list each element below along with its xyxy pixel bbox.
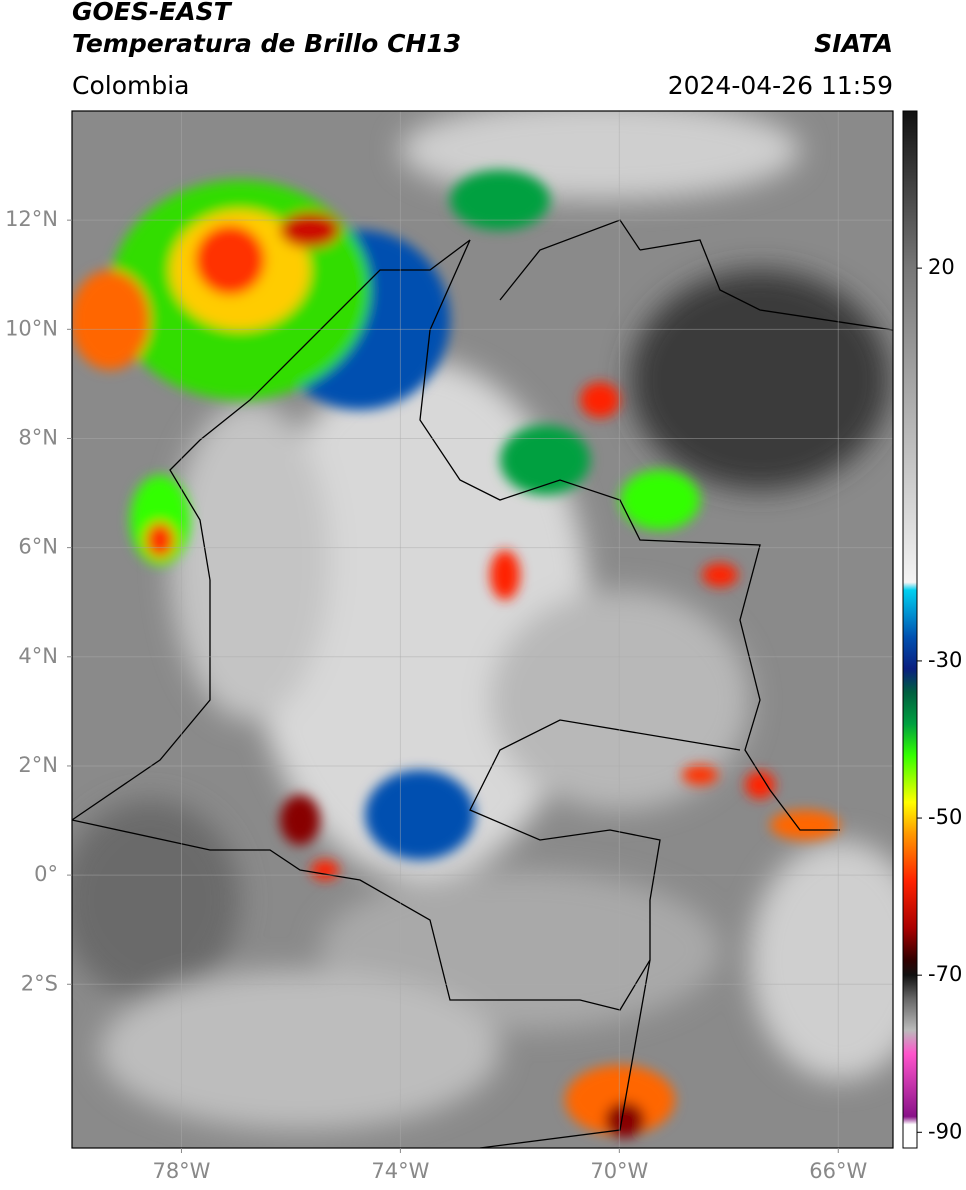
y-tick-label: 4°N (18, 644, 58, 668)
timestamp-label: 2024-04-26 11:59 (668, 71, 893, 100)
y-tick-label: 8°N (18, 425, 58, 449)
y-tick-label: 2°S (21, 971, 58, 995)
source-label: SIATA (814, 29, 893, 58)
map-image (72, 111, 893, 1148)
graticule (72, 111, 893, 1148)
colorbar-tick-label: 20 (928, 255, 955, 279)
satellite-title: GOES-EAST (72, 0, 233, 26)
x-tick-label: 66°W (809, 1159, 867, 1183)
product-title: Temperatura de Brillo CH13 (72, 29, 461, 58)
colorbar (902, 110, 918, 1149)
x-tick-label: 78°W (152, 1159, 210, 1183)
colorbar-tick-label: -30 (928, 648, 962, 672)
y-tick-label: 10°N (5, 316, 58, 340)
y-tick-label: 12°N (5, 207, 58, 231)
x-tick-label: 70°W (590, 1159, 648, 1183)
colorbar-tick-label: -90 (928, 1119, 962, 1143)
y-tick-label: 6°N (18, 535, 58, 559)
country-borders (72, 219, 893, 1148)
colorbar-tick-label: -70 (928, 962, 962, 986)
x-tick-label: 74°W (371, 1159, 429, 1183)
colorbar-tick-label: -50 (928, 805, 962, 829)
region-label: Colombia (72, 71, 189, 100)
map-frame (71, 110, 894, 1149)
y-tick-label: 0° (34, 862, 58, 886)
y-tick-label: 2°N (18, 753, 58, 777)
